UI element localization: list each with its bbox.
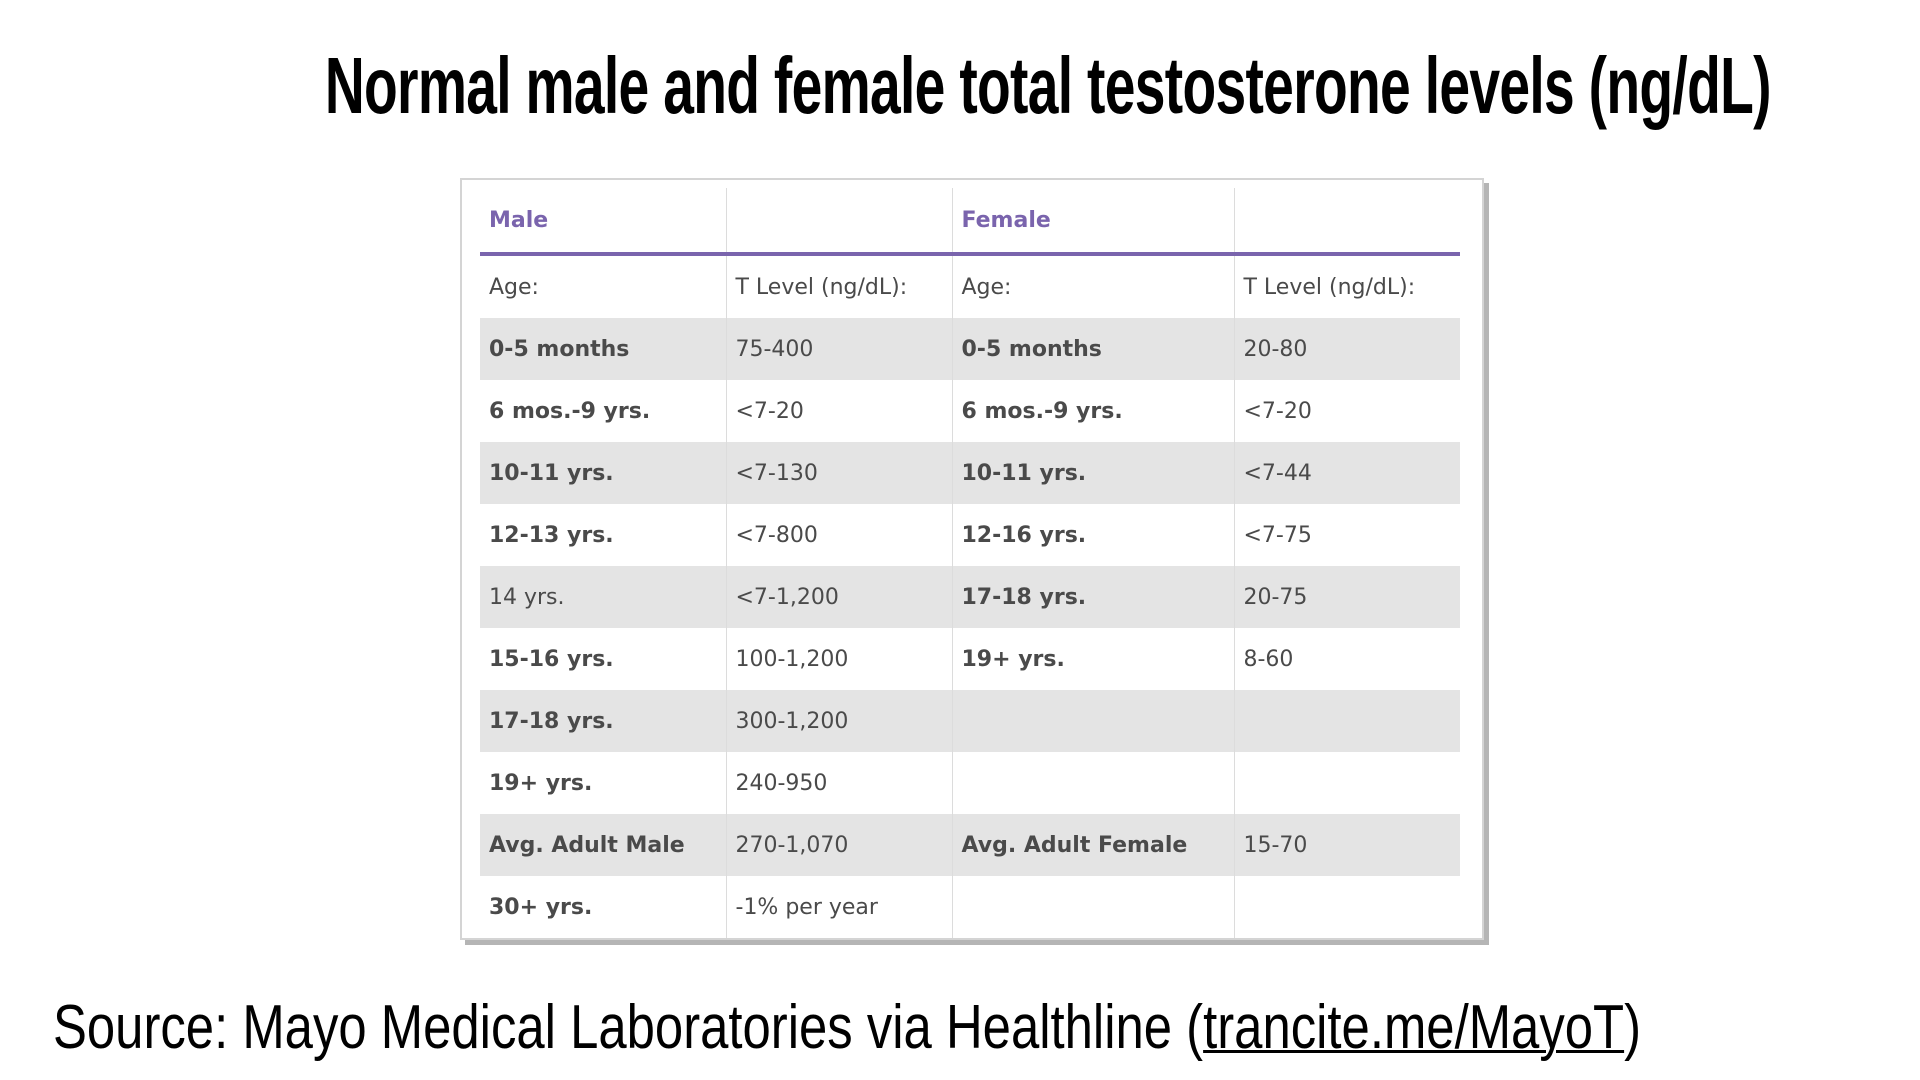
- source-suffix: ): [1624, 993, 1642, 1062]
- table-cell: 20-80: [1233, 318, 1460, 380]
- table-cell: [951, 876, 1234, 938]
- table-cell: 19+ yrs.: [951, 628, 1234, 690]
- table-body: Age: T Level (ng/dL): Age: T Level (ng/dL):…: [480, 254, 1460, 938]
- table-cell: 6 mos.-9 yrs.: [489, 398, 651, 424]
- table-cell: 0-5 months: [951, 318, 1234, 380]
- table-cell: 12-16 yrs.: [951, 504, 1234, 566]
- table-cell: Age:: [489, 274, 539, 300]
- source-link[interactable]: trancite.me/MayoT: [1203, 993, 1625, 1062]
- table-cell: 10-11 yrs.: [951, 442, 1234, 504]
- table-cell: 6 mos.-9 yrs.: [951, 380, 1234, 442]
- table-row: 12-13 yrs. <7-800 12-16 yrs. <7-75: [480, 504, 1460, 566]
- table-cell: 12-13 yrs.: [489, 522, 614, 548]
- table-cell: [951, 690, 1234, 752]
- table-cell: Avg. Adult Female: [951, 814, 1234, 876]
- source-prefix: Source: Mayo Medical Laboratories via He…: [53, 993, 1204, 1062]
- table-cell: 8-60: [1233, 628, 1460, 690]
- table-cell: <7-1,200: [725, 566, 952, 628]
- table-cell: 75-400: [725, 318, 952, 380]
- table-row: 30+ yrs. -1% per year: [480, 876, 1460, 938]
- table-cell: 300-1,200: [725, 690, 952, 752]
- table-row: 15-16 yrs. 100-1,200 19+ yrs. 8-60: [480, 628, 1460, 690]
- source: Source: Mayo Medical Laboratories via He…: [53, 992, 1920, 1063]
- table-row: Age: T Level (ng/dL): Age: T Level (ng/dL):: [480, 254, 1460, 318]
- table-row: 17-18 yrs. 300-1,200: [480, 690, 1460, 752]
- table-row: 10-11 yrs. <7-130 10-11 yrs. <7-44: [480, 442, 1460, 504]
- table-cell: <7-130: [725, 442, 952, 504]
- table-row: 6 mos.-9 yrs. <7-20 6 mos.-9 yrs. <7-20: [480, 380, 1460, 442]
- table-row: 19+ yrs. 240-950: [480, 752, 1460, 814]
- table-cell: 30+ yrs.: [489, 894, 593, 920]
- table-cell: 15-70: [1233, 814, 1460, 876]
- title: Normal male and female total testosteron…: [324, 41, 1772, 130]
- table-cell: T Level (ng/dL):: [725, 254, 952, 318]
- table-card: Male Female Age: T Level (ng/dL): Age: T Le…: [460, 178, 1484, 940]
- table-cell: 19+ yrs.: [489, 770, 593, 796]
- table-row: Avg. Adult Male 270-1,070 Avg. Adult Femal…: [480, 814, 1460, 876]
- table-cell: [951, 752, 1234, 814]
- table-cell: Age:: [951, 254, 1234, 318]
- table-cell: 100-1,200: [725, 628, 952, 690]
- table-cell: <7-44: [1233, 442, 1460, 504]
- header-row: Male Female: [480, 188, 1460, 256]
- header-cell: [725, 188, 952, 256]
- header-cell: Male: [480, 188, 726, 256]
- table-cell: 17-18 yrs.: [480, 690, 726, 752]
- header-cell: Female: [951, 188, 1234, 256]
- source-text: Source: Mayo Medical Laboratories via He…: [53, 992, 1641, 1063]
- table-row: 0-5 months 75-400 0-5 months 20-80: [480, 318, 1460, 380]
- table-cell: <7-800: [725, 504, 952, 566]
- title-wrap: Normal male and female total testosteron…: [0, 40, 1920, 132]
- table-cell: 14 yrs.: [480, 566, 726, 628]
- table: Male Female Age: T Level (ng/dL): Age: T Le…: [480, 188, 1460, 938]
- table-cell: [1233, 690, 1460, 752]
- table-cell: T Level (ng/dL):: [1233, 254, 1460, 318]
- table-cell: <7-20: [725, 380, 952, 442]
- table-row: 14 yrs. <7-1,200 17-18 yrs. 20-75: [480, 566, 1460, 628]
- table-cell: -1% per year: [725, 876, 952, 938]
- table-cell: 0-5 months: [480, 318, 726, 380]
- table-cell: 17-18 yrs.: [951, 566, 1234, 628]
- table-cell: <7-20: [1233, 380, 1460, 442]
- table-cell: Avg. Adult Male: [480, 814, 726, 876]
- table-cell: 20-75: [1233, 566, 1460, 628]
- table-cell: [1233, 752, 1460, 814]
- table-cell: 270-1,070: [725, 814, 952, 876]
- header-cell: [1233, 188, 1460, 256]
- table-cell: 10-11 yrs.: [480, 442, 726, 504]
- table-cell: 240-950: [725, 752, 952, 814]
- table-cell: 15-16 yrs.: [489, 646, 614, 672]
- table-cell: [1233, 876, 1460, 938]
- table-cell: <7-75: [1233, 504, 1460, 566]
